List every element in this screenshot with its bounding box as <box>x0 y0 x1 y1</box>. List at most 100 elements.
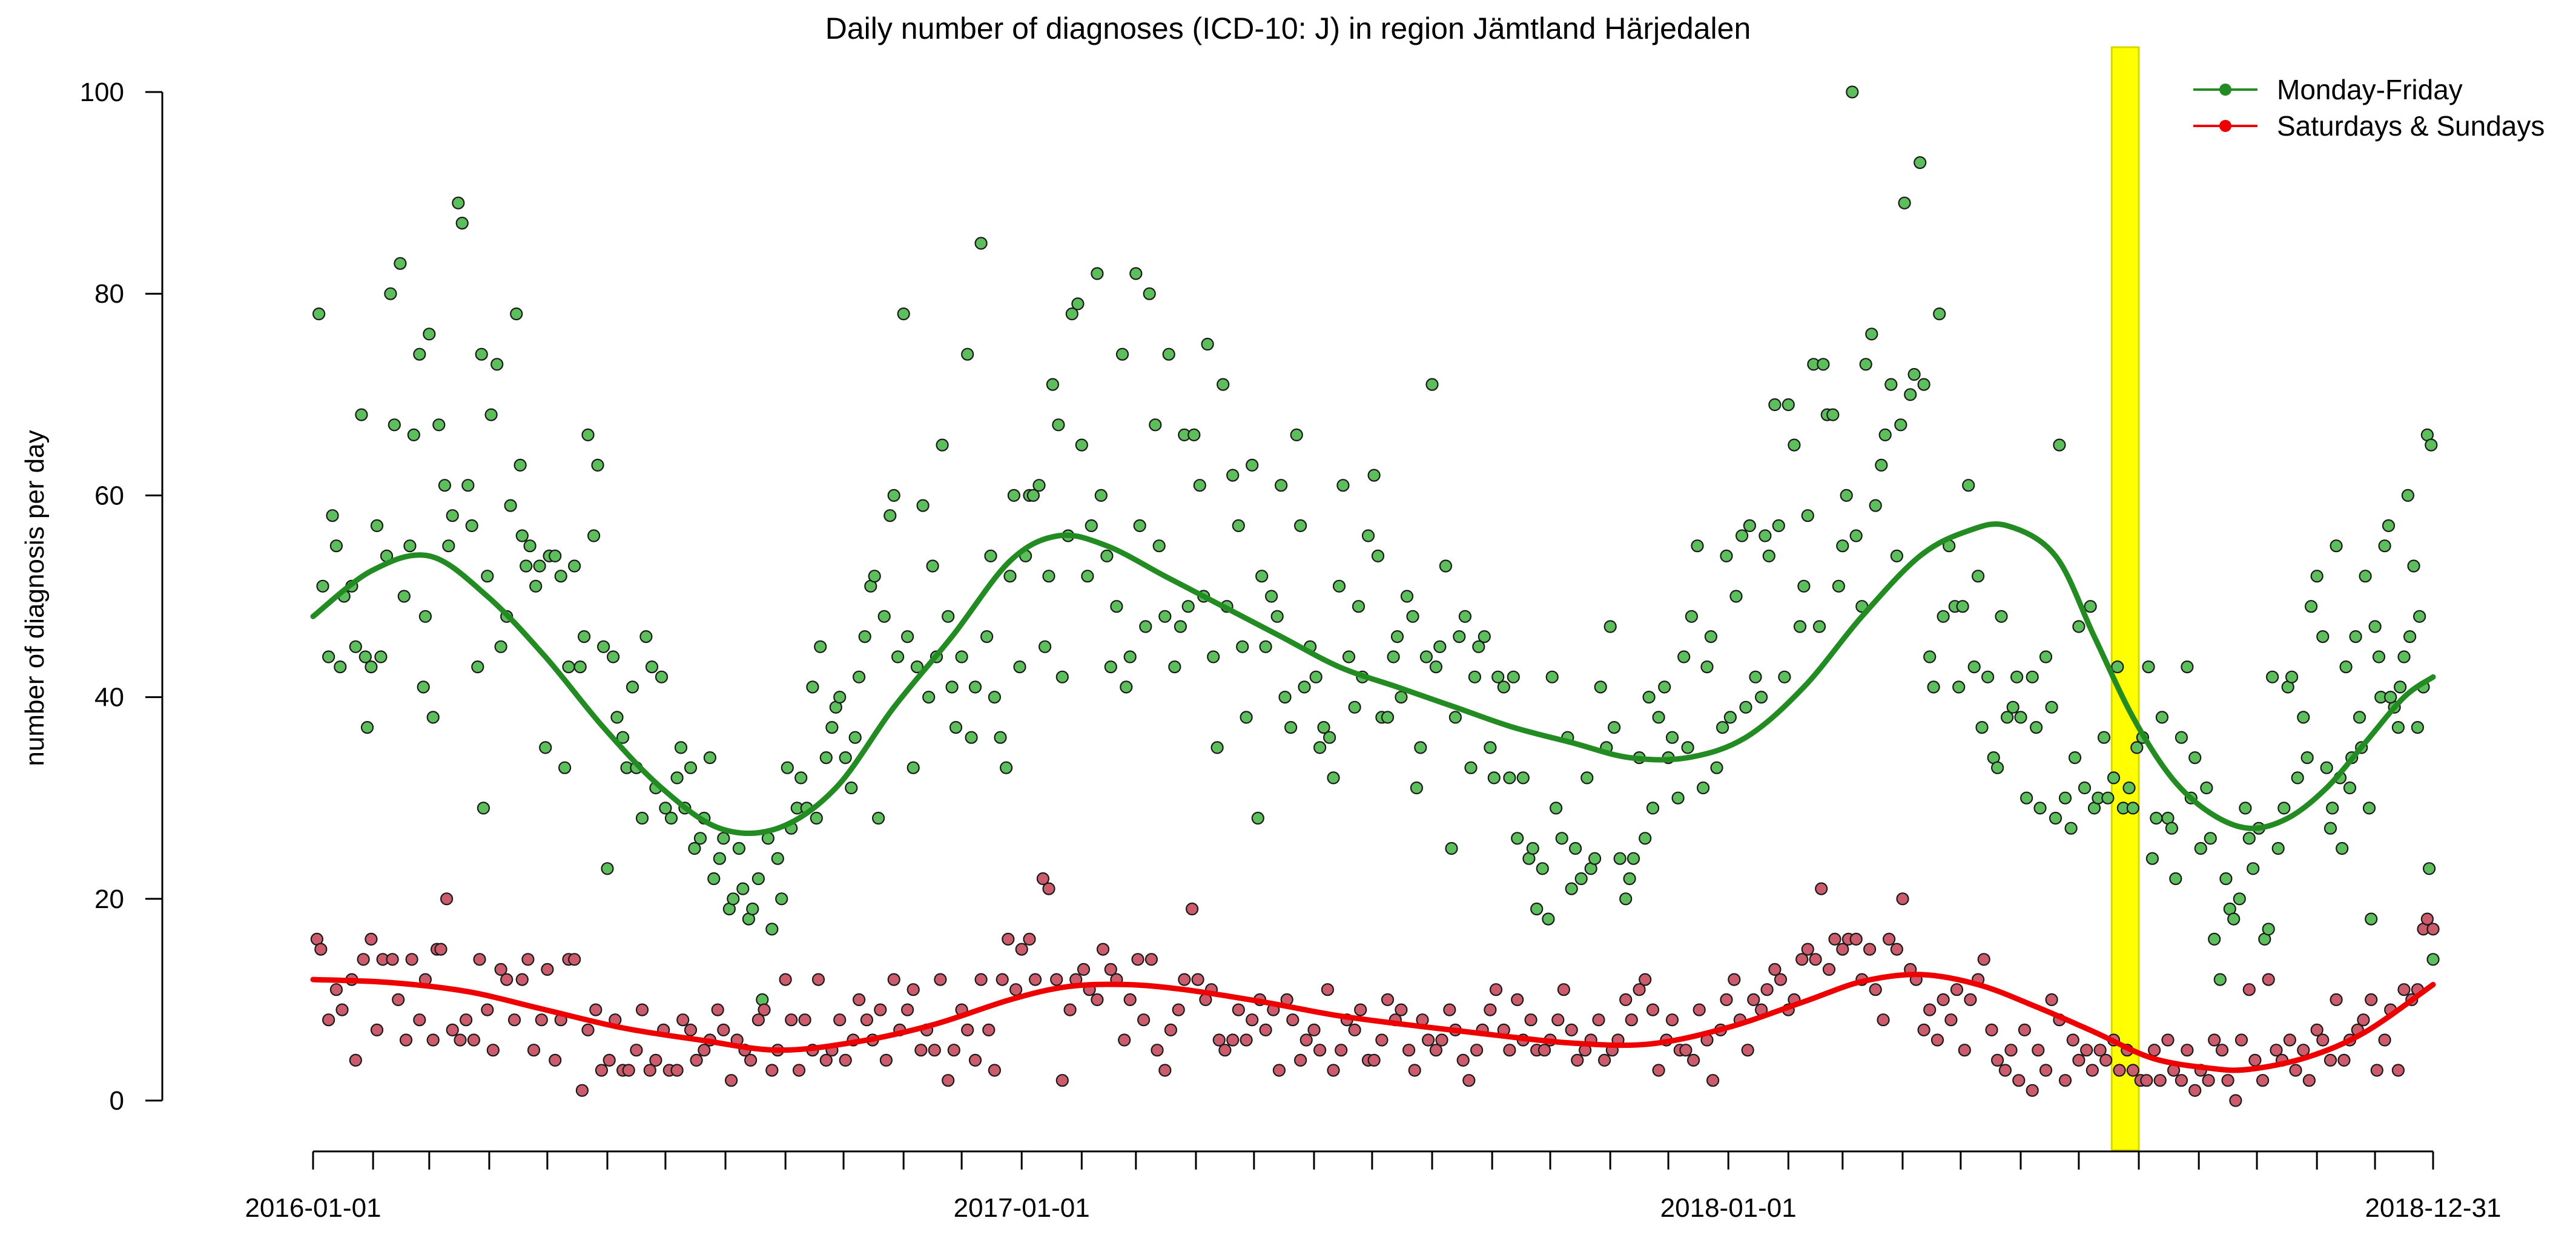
weekday-point <box>2297 711 2310 724</box>
weekday-point <box>1484 741 1497 754</box>
weekend-point <box>2093 1044 2107 1057</box>
weekend-point <box>751 1013 765 1027</box>
weekday-point <box>1878 428 1892 442</box>
weekday-point <box>334 660 347 674</box>
weekend-point <box>839 1053 852 1067</box>
weekend-point <box>1741 1044 1754 1057</box>
weekday-point <box>2200 781 2213 795</box>
x-tick-label: 2016-01-01 <box>245 1193 381 1223</box>
weekend-point <box>521 953 535 966</box>
weekday-point <box>674 741 688 754</box>
weekday-point <box>567 559 581 573</box>
weekday-point <box>1927 680 1940 694</box>
weekend-point <box>819 1053 833 1067</box>
weekend-point <box>2099 1053 2113 1067</box>
weekend-point <box>676 1013 690 1027</box>
weekday-point <box>1545 670 1559 683</box>
weekday-point <box>2310 570 2323 583</box>
weekday-point <box>1207 650 1220 663</box>
weekend-point <box>1985 1023 1998 1037</box>
weekend-point <box>1815 882 1828 895</box>
weekend-point <box>974 973 988 986</box>
weekday-point <box>2213 973 2227 986</box>
weekday-point <box>1898 196 1911 209</box>
y-tick-label: 100 <box>80 77 124 107</box>
weekend-point <box>1212 1033 1226 1047</box>
weekday-point <box>1991 761 2004 774</box>
weekday-point <box>1290 428 1303 442</box>
weekday-point <box>717 832 730 845</box>
weekday-point <box>2175 731 2188 744</box>
weekday-point <box>577 630 591 644</box>
weekday-point <box>432 418 446 432</box>
weekday-point <box>1972 570 1985 583</box>
weekday-point <box>1574 872 1588 886</box>
weekday-point <box>858 630 871 644</box>
weekday-point <box>461 479 475 492</box>
weekday-point <box>848 731 862 744</box>
weekend-point <box>670 1064 684 1077</box>
weekday-point <box>2068 751 2082 765</box>
weekday-point <box>1472 640 1485 653</box>
weekday-point <box>1967 660 1981 674</box>
weekday-point <box>1665 731 1679 744</box>
weekend-point <box>2378 1033 2391 1047</box>
weekday-point <box>1995 610 2008 623</box>
weekend-point <box>1435 1033 1448 1047</box>
weekday-point <box>1085 519 1098 533</box>
weekday-point <box>1580 771 1594 785</box>
weekend-point <box>2426 923 2440 936</box>
weekend-point <box>2391 1064 2405 1077</box>
weekday-point <box>1797 579 1811 593</box>
weekday-point <box>2403 630 2417 644</box>
weekend-point <box>440 892 454 906</box>
weekday-point <box>403 539 417 553</box>
highlight-band <box>2110 46 2140 1151</box>
weekend-point <box>1009 983 1023 996</box>
weekday-point <box>2039 650 2053 663</box>
weekday-point <box>2122 781 2136 795</box>
weekday-point <box>1100 549 1114 563</box>
weekend-point <box>2337 1053 2351 1067</box>
weekend-point <box>1944 1013 1958 1027</box>
weekday-point <box>961 347 974 361</box>
weekday-point <box>417 680 430 694</box>
weekday-point <box>581 428 595 442</box>
weekday-point <box>471 660 484 674</box>
weekday-point <box>1038 640 1052 653</box>
weekday-point <box>374 650 388 663</box>
weekday-point <box>1342 650 1356 663</box>
weekday-point <box>515 529 529 542</box>
weekend-point <box>1774 973 1788 986</box>
weekend-point <box>928 1044 941 1057</box>
weekday-point <box>1139 620 1152 633</box>
weekend-point <box>2297 1044 2310 1057</box>
weekday-point <box>326 509 339 522</box>
weekend-point <box>1484 1003 1497 1016</box>
weekday-point <box>1065 307 1078 321</box>
weekend-point <box>413 1013 426 1027</box>
weekend-point <box>1991 1053 2004 1067</box>
weekday-point <box>2142 660 2155 674</box>
weekday-point <box>1526 841 1539 855</box>
weekend-point <box>1443 1003 1456 1016</box>
weekend-point <box>934 973 947 986</box>
weekend-point <box>1375 1033 1389 1047</box>
weekday-point <box>455 217 469 230</box>
weekend-point <box>900 1003 914 1016</box>
weekday-point <box>2227 912 2241 926</box>
weekday-point <box>2423 862 2436 875</box>
weekend-point <box>982 1023 996 1037</box>
weekday-point <box>1448 711 1462 724</box>
weekday-point <box>852 670 866 683</box>
weekend-point <box>1096 943 1110 956</box>
weekday-point <box>1174 620 1187 633</box>
weekend-point <box>603 1053 616 1067</box>
weekday-point <box>1917 378 1930 391</box>
weekend-point <box>1028 973 1042 986</box>
weekday-point <box>2001 711 2014 724</box>
weekday-point <box>806 680 819 694</box>
weekday-point <box>891 650 905 663</box>
weekday-point <box>2204 832 2217 845</box>
weekend-point <box>635 1003 649 1016</box>
